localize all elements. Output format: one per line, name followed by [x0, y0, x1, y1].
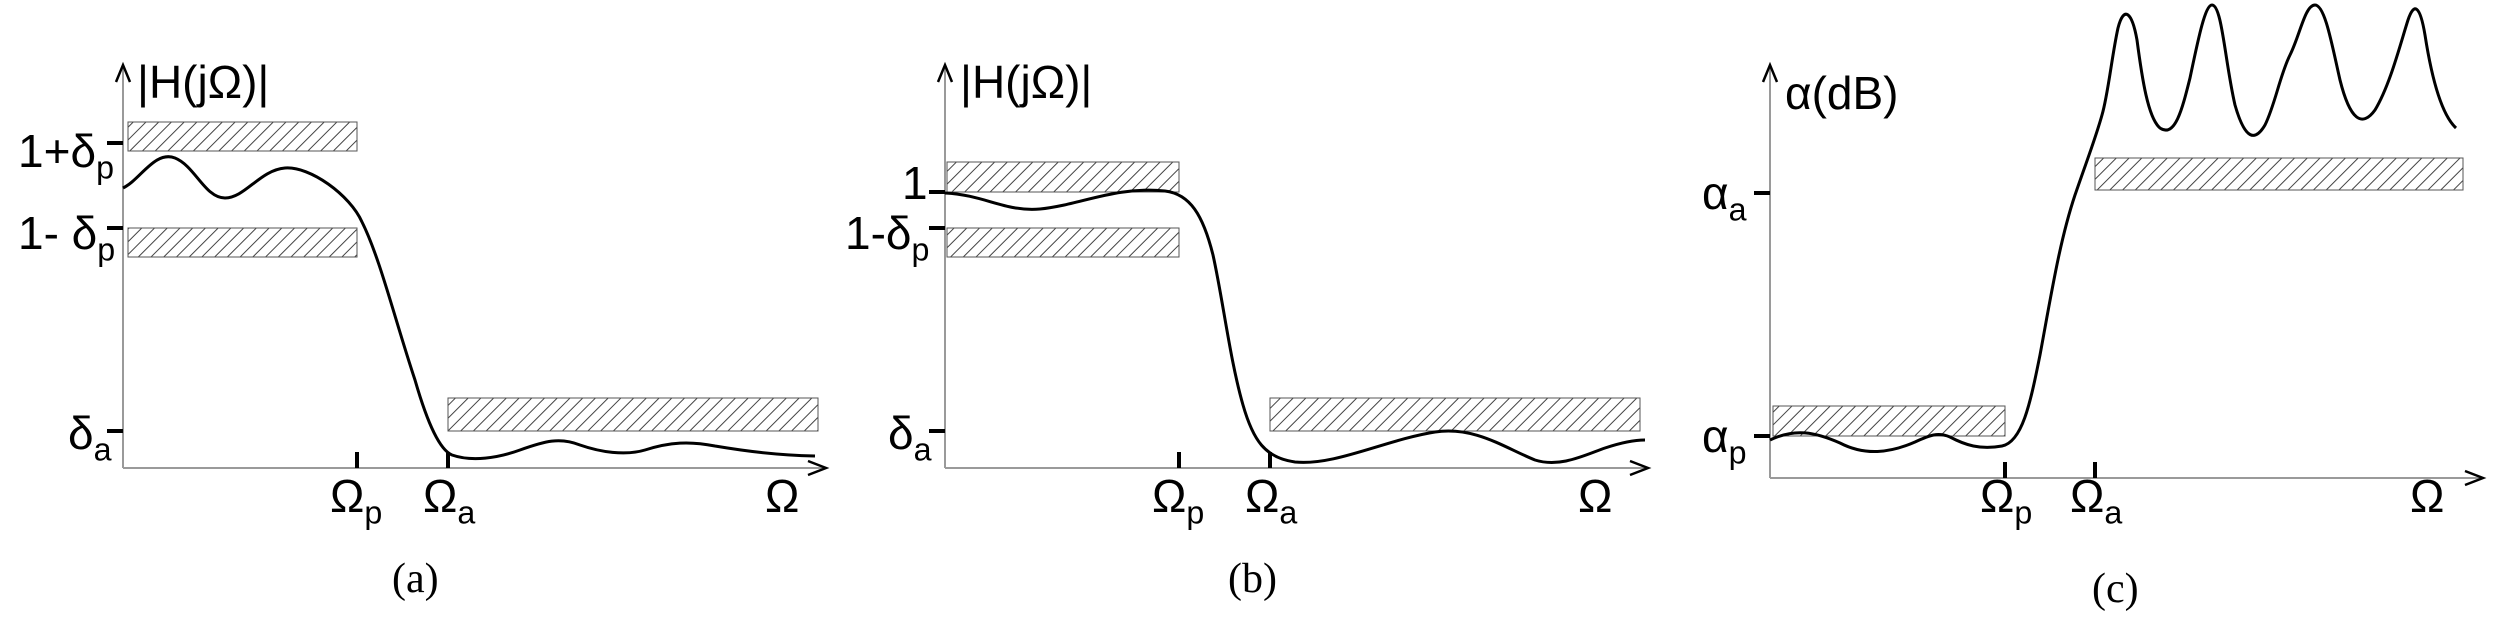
y-label-upper-pass: 1+δp [18, 125, 114, 183]
x-axis-arrowhead [1629, 459, 1652, 477]
y-axis-title-suffix: )| [242, 56, 270, 108]
x-label-passband-edge-sub: p [1186, 494, 1205, 531]
y-axis-arrowhead [1761, 61, 1779, 83]
panel-c: α(dB) αa αp Ωp Ωa Ω (c) [1650, 0, 2505, 635]
x-label-stopband-edge-main: Ω [423, 470, 458, 522]
y-axis-arrowhead [936, 61, 954, 83]
y-label-upper-pass-main: 1 [902, 157, 928, 209]
x-label-passband-edge: Ωp [1980, 470, 2032, 528]
panel-c-plot [1754, 3, 2487, 487]
x-axis-label: Ω [1578, 470, 1613, 522]
panel-b-plot [929, 61, 1652, 477]
lower-passband-tolerance-band [127, 227, 358, 258]
x-label-stopband-edge-sub: a [1279, 494, 1298, 531]
y-label-lower-pass: 1-δp [845, 207, 929, 265]
x-label-passband-edge: Ωp [1152, 470, 1204, 528]
x-label-stopband-edge-main: Ω [1245, 470, 1280, 522]
y-label-upper-pass: 1 [902, 160, 928, 206]
x-label-passband-edge: Ωp [330, 470, 382, 528]
passband-tolerance-band [1772, 405, 2006, 437]
attenuation-curve [1769, 3, 2458, 454]
y-label-upper-pass-sub: p [96, 149, 114, 186]
y-label-stop: αa [1702, 167, 1747, 225]
y-axis-title: α(dB) [1785, 67, 1899, 119]
stopband-tolerance-band [447, 397, 819, 432]
y-label-pass-main: α [1702, 410, 1729, 462]
y-label-stop-main: δ [68, 407, 94, 459]
y-label-pass: αp [1702, 410, 1747, 468]
x-axis-arrowhead [807, 459, 830, 477]
x-label-stopband-edge-sub: a [2104, 494, 2123, 531]
x-label-stopband-edge: Ωa [1245, 470, 1297, 528]
y-label-stop-sub: a [913, 431, 932, 468]
magnitude-response-curve [944, 188, 1646, 465]
y-label-stop-main: δ [888, 407, 914, 459]
upper-passband-tolerance-band [127, 121, 358, 152]
stopband-tolerance-band [1269, 397, 1641, 432]
y-label-pass-sub: p [1728, 434, 1747, 471]
x-label-stopband-edge-main: Ω [2070, 470, 2105, 522]
x-axis-label: Ω [765, 470, 800, 522]
panel-caption: (c) [2092, 566, 2139, 612]
y-axis-title-omega: Ω [207, 56, 243, 108]
stopband-tolerance-band [2094, 157, 2464, 191]
y-label-lower-pass: 1- δp [18, 207, 115, 265]
y-axis-title-suffix: )| [1065, 56, 1093, 108]
x-label-passband-edge-sub: p [2014, 494, 2033, 531]
x-label-passband-edge-main: Ω [1980, 470, 2015, 522]
lower-passband-tolerance-band [946, 227, 1180, 258]
y-axis-title: |H(jΩ)| [137, 59, 269, 105]
y-label-lower-pass-main: 1- δ [18, 207, 98, 259]
x-label-passband-edge-sub: p [364, 494, 383, 531]
y-axis-title-omega: Ω [1030, 56, 1066, 108]
x-axis-arrowhead [2464, 469, 2487, 487]
x-label-stopband-edge-sub: a [457, 494, 476, 531]
panel-a: |H(jΩ)| 1+δp 1- δp δa Ωp Ωa Ω (a) [0, 0, 840, 635]
magnitude-response-curve [122, 155, 816, 461]
y-axis-arrowhead [114, 61, 132, 83]
y-label-stop-main: α [1702, 167, 1729, 219]
y-axis-title-prefix: |H(j [137, 56, 208, 108]
upper-passband-tolerance-band [946, 161, 1180, 193]
y-label-lower-pass-sub: p [97, 231, 116, 268]
x-axis-label: Ω [2410, 470, 2445, 522]
y-axis-title: |H(jΩ)| [960, 59, 1092, 105]
panel-caption: (b) [1228, 556, 1277, 602]
x-label-stopband-edge: Ωa [2070, 470, 2122, 528]
x-label-passband-edge-main: Ω [1152, 470, 1187, 522]
x-label-stopband-edge: Ωa [423, 470, 475, 528]
y-label-stop: δa [888, 407, 932, 465]
panel-a-plot [107, 61, 830, 477]
y-label-lower-pass-sub: p [911, 231, 930, 268]
y-label-lower-pass-main: 1-δ [845, 207, 912, 259]
y-label-stop: δa [68, 407, 112, 465]
x-label-passband-edge-main: Ω [330, 470, 365, 522]
y-axis-title-prefix: |H(j [960, 56, 1031, 108]
panel-caption: (a) [392, 556, 439, 602]
y-label-upper-pass-main: 1+δ [18, 125, 97, 177]
y-label-stop-sub: a [1728, 191, 1747, 228]
y-label-stop-sub: a [93, 431, 112, 468]
panel-b: |H(jΩ)| 1 1-δp δa Ωp Ωa Ω (b) [825, 0, 1665, 635]
